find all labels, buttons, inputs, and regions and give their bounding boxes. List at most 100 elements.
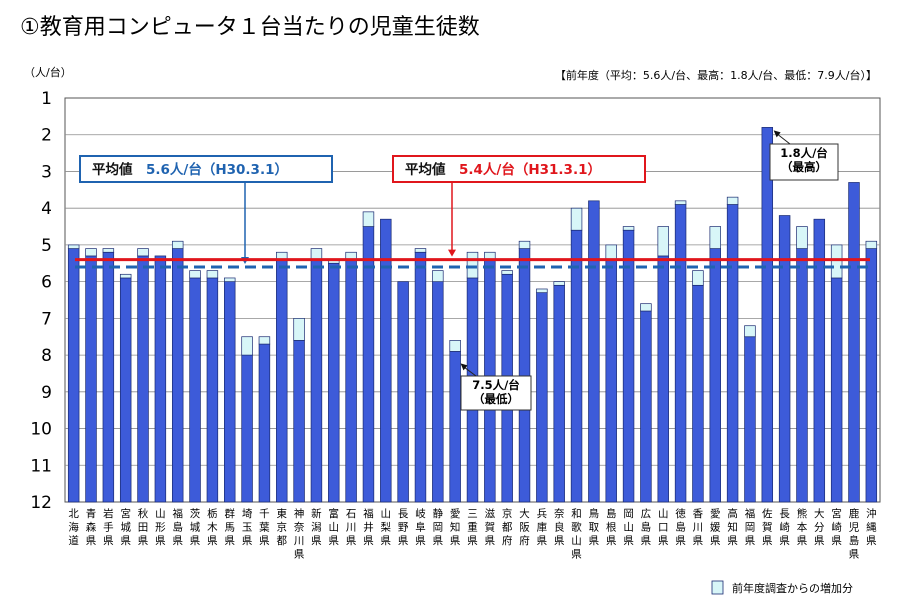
x-tick-label-char: 県 bbox=[762, 535, 773, 547]
x-tick-label-char: 岐 bbox=[415, 507, 426, 520]
bar-increase bbox=[553, 281, 565, 286]
bar bbox=[310, 259, 323, 503]
x-tick-label-char: 県 bbox=[224, 535, 235, 547]
bar-increase bbox=[744, 325, 756, 338]
x-tick-label-char: 県 bbox=[467, 535, 478, 547]
legend: 前年度調査からの増加分 bbox=[711, 580, 853, 595]
x-tick-label-char: 川 bbox=[693, 522, 704, 534]
x-tick-label-char: 森 bbox=[86, 521, 97, 534]
x-tick-label-char: 都 bbox=[277, 535, 288, 547]
bar-increase bbox=[432, 270, 444, 282]
x-tick-label-char: 県 bbox=[363, 535, 374, 547]
x-tick-label-char: 県 bbox=[814, 535, 825, 547]
x-tick-label-char: 広 bbox=[641, 507, 652, 520]
annotation-leader bbox=[464, 367, 477, 377]
x-tick-label-char: 島 bbox=[675, 521, 686, 534]
x-tick-label-char: 県 bbox=[329, 535, 340, 547]
x-tick-label-char: 崎 bbox=[831, 521, 842, 534]
x-tick-label-char: 県 bbox=[571, 549, 582, 561]
x-tick-label-char: 野 bbox=[398, 522, 409, 534]
x-tick-label-char: 栃 bbox=[207, 507, 218, 520]
y-tick-label: 8 bbox=[41, 346, 52, 366]
x-tick-label-char: 葉 bbox=[259, 521, 270, 534]
x-tick-label-char: 滋 bbox=[485, 507, 496, 520]
y-tick-label: 11 bbox=[30, 456, 52, 476]
bar bbox=[813, 218, 826, 503]
x-tick-label-char: 知 bbox=[727, 521, 738, 534]
x-tick-label-char: 県 bbox=[658, 535, 669, 547]
bar bbox=[67, 248, 80, 503]
x-tick-label-char: 奈 bbox=[294, 521, 305, 534]
x-tick-label-char: 長 bbox=[779, 508, 790, 520]
x-tick-label-char: 都 bbox=[502, 522, 513, 534]
bar bbox=[865, 248, 878, 503]
x-tick-label-char: 群 bbox=[224, 507, 235, 520]
average-label: 平均値 5.4人/台（H31.3.1） bbox=[405, 161, 601, 178]
x-tick-label-char: 福 bbox=[745, 507, 756, 520]
x-tick-label-char: 千 bbox=[259, 508, 270, 520]
x-tick-label-char: 県 bbox=[381, 535, 392, 547]
x-tick-label-char: 県 bbox=[623, 535, 634, 547]
x-tick-label-char: 福 bbox=[172, 507, 183, 520]
bar bbox=[761, 127, 774, 503]
x-tick-label-char: 山 bbox=[155, 508, 166, 520]
bar bbox=[674, 204, 687, 503]
x-tick-label-char: 愛 bbox=[450, 507, 461, 520]
x-tick-label-char: 熊 bbox=[797, 507, 808, 520]
y-tick-label: 12 bbox=[30, 493, 52, 513]
y-tick-label: 1 bbox=[41, 89, 52, 109]
x-tick-label-char: 静 bbox=[433, 507, 444, 520]
x-tick-label-char: 宮 bbox=[831, 507, 842, 520]
x-tick-label-char: 山 bbox=[658, 508, 669, 520]
bar-increase bbox=[119, 273, 132, 279]
bar-increase bbox=[692, 270, 704, 286]
annotation-text: 1.8人/台 bbox=[780, 146, 828, 160]
bar-increase bbox=[67, 244, 80, 249]
x-tick-label-char: 京 bbox=[502, 507, 513, 520]
x-tick-label-char: 県 bbox=[311, 535, 322, 547]
x-tick-label-char: 鳥 bbox=[589, 507, 600, 520]
x-tick-label-char: 兵 bbox=[537, 507, 548, 520]
x-tick-label-char: 長 bbox=[398, 508, 409, 520]
bar bbox=[224, 281, 236, 503]
x-tick-label-char: 県 bbox=[641, 535, 652, 547]
x-tick-label-char: 歌 bbox=[571, 521, 582, 534]
x-tick-label-char: 県 bbox=[849, 549, 860, 561]
x-tick-label-char: 山 bbox=[623, 522, 634, 534]
x-tick-label-char: 島 bbox=[641, 521, 652, 534]
x-tick-label-char: 川 bbox=[294, 535, 305, 547]
x-tick-label-char: 田 bbox=[138, 522, 149, 534]
bar-increase bbox=[830, 244, 843, 279]
x-tick-label-char: 分 bbox=[814, 522, 825, 534]
x-tick-label-char: 形 bbox=[155, 522, 166, 534]
bar bbox=[830, 277, 843, 503]
bar bbox=[605, 259, 617, 503]
x-tick-label-char: 城 bbox=[120, 522, 131, 534]
x-tick-label-char: 県 bbox=[346, 535, 357, 547]
x-tick-label-char: 宮 bbox=[120, 507, 131, 520]
x-tick-label-char: 大 bbox=[814, 507, 825, 520]
y-tick-label: 7 bbox=[41, 309, 52, 329]
bar bbox=[536, 292, 548, 503]
x-tick-label-char: 岡 bbox=[745, 522, 756, 534]
x-tick-label-char: 縄 bbox=[866, 521, 877, 534]
x-tick-label-char: 福 bbox=[363, 507, 374, 520]
bar bbox=[119, 277, 132, 503]
x-tick-label-char: 城 bbox=[190, 522, 201, 534]
x-tick-label-char: 県 bbox=[710, 535, 721, 547]
bar bbox=[171, 248, 184, 503]
bar bbox=[553, 284, 565, 503]
bar bbox=[380, 218, 392, 503]
bar-increase bbox=[865, 240, 878, 249]
x-tick-label-char: 県 bbox=[190, 535, 201, 547]
x-tick-label-char: 佐 bbox=[762, 507, 773, 520]
y-tick-label: 4 bbox=[41, 199, 52, 219]
bar bbox=[432, 281, 444, 503]
average-arrowhead bbox=[448, 249, 456, 257]
x-tick-label-char: 県 bbox=[866, 535, 877, 547]
bar-increase bbox=[449, 340, 461, 352]
x-tick-label-char: 沖 bbox=[866, 507, 877, 520]
bar-increase bbox=[206, 270, 219, 279]
annotation-text: （最高） bbox=[781, 160, 827, 174]
